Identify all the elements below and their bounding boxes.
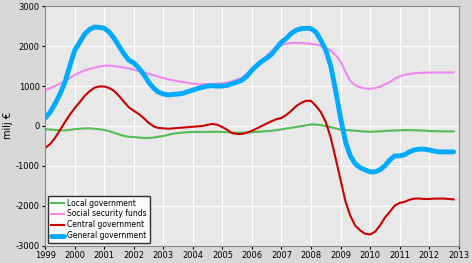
Central government xyxy=(249,129,255,132)
Legend: Local government, Social security funds, Central government, General government: Local government, Social security funds,… xyxy=(48,195,150,243)
Central government xyxy=(382,216,388,219)
General government xyxy=(67,64,73,68)
General government xyxy=(367,170,373,173)
Central government xyxy=(42,146,48,149)
Local government xyxy=(229,131,235,134)
Local government xyxy=(451,130,456,133)
Line: Local government: Local government xyxy=(45,124,454,138)
Social security funds xyxy=(377,85,383,88)
Line: Central government: Central government xyxy=(45,87,454,235)
Local government xyxy=(362,130,368,133)
Central government xyxy=(47,142,53,145)
Social security funds xyxy=(357,86,363,89)
Local government xyxy=(67,128,73,132)
Social security funds xyxy=(288,41,294,44)
Social security funds xyxy=(47,87,53,90)
Central government xyxy=(229,132,235,135)
Line: Social security funds: Social security funds xyxy=(45,43,454,90)
General government xyxy=(92,26,97,29)
Line: General government: General government xyxy=(45,27,454,172)
General government xyxy=(42,117,48,120)
Social security funds xyxy=(225,81,230,84)
Local government xyxy=(249,130,255,134)
Central government xyxy=(357,229,363,232)
General government xyxy=(357,166,363,169)
Local government xyxy=(382,129,388,133)
Central government xyxy=(67,113,73,117)
Social security funds xyxy=(451,71,456,74)
Local government xyxy=(47,128,53,131)
Local government xyxy=(141,136,146,139)
Local government xyxy=(42,128,48,131)
Social security funds xyxy=(244,73,250,76)
Social security funds xyxy=(42,88,48,92)
Social security funds xyxy=(67,77,73,80)
General government xyxy=(249,69,255,72)
General government xyxy=(229,82,235,85)
General government xyxy=(451,150,456,154)
Central government xyxy=(451,198,456,201)
Y-axis label: milj €: milj € xyxy=(3,113,13,139)
Central government xyxy=(367,233,373,236)
General government xyxy=(382,164,388,168)
Central government xyxy=(96,85,102,88)
General government xyxy=(47,110,53,114)
Local government xyxy=(308,123,314,126)
